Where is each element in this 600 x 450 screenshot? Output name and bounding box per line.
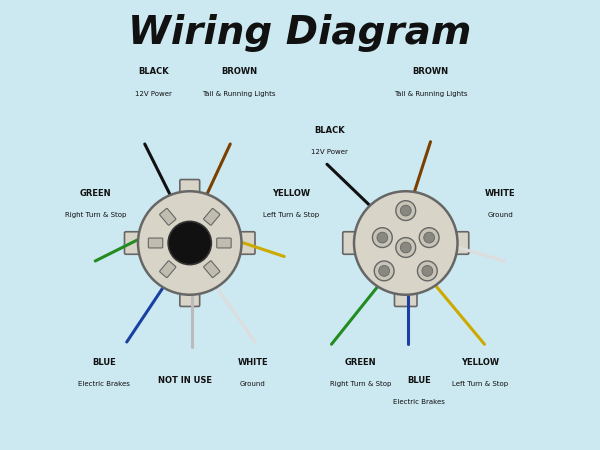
Circle shape [379,266,389,276]
Text: Electric Brakes: Electric Brakes [394,399,445,405]
Text: Left Turn & Stop: Left Turn & Stop [263,212,319,218]
Circle shape [354,191,458,295]
FancyBboxPatch shape [203,208,220,225]
Text: GREEN: GREEN [345,358,377,367]
Text: GREEN: GREEN [79,189,111,198]
Text: Tail & Running Lights: Tail & Running Lights [203,91,276,97]
Text: BLACK: BLACK [139,68,169,76]
FancyBboxPatch shape [148,238,163,248]
Circle shape [396,201,416,220]
Text: Right Turn & Stop: Right Turn & Stop [65,212,126,218]
Circle shape [400,205,411,216]
Text: WHITE: WHITE [238,358,268,367]
Text: Wiring Diagram: Wiring Diagram [128,14,472,51]
Text: Tail & Running Lights: Tail & Running Lights [394,91,467,97]
Circle shape [418,261,437,281]
Circle shape [373,228,392,248]
FancyBboxPatch shape [454,232,469,254]
FancyBboxPatch shape [395,291,417,306]
Circle shape [422,266,433,276]
Text: BLACK: BLACK [314,126,344,135]
Text: Ground: Ground [487,212,513,218]
FancyBboxPatch shape [160,261,176,278]
Text: 12V Power: 12V Power [136,91,172,97]
Text: Left Turn & Stop: Left Turn & Stop [452,381,508,387]
Circle shape [424,232,434,243]
FancyBboxPatch shape [160,208,176,225]
FancyBboxPatch shape [180,291,200,306]
Text: Right Turn & Stop: Right Turn & Stop [330,381,391,387]
Circle shape [138,191,241,295]
Text: NOT IN USE: NOT IN USE [158,376,212,385]
Text: BROWN: BROWN [412,68,449,76]
Text: YELLOW: YELLOW [461,358,499,367]
Circle shape [400,242,411,253]
Text: BLUE: BLUE [407,376,431,385]
FancyBboxPatch shape [125,232,142,254]
Circle shape [168,221,211,265]
FancyBboxPatch shape [217,238,231,248]
FancyBboxPatch shape [238,232,255,254]
Text: Ground: Ground [240,381,266,387]
Text: YELLOW: YELLOW [272,189,310,198]
FancyBboxPatch shape [343,232,358,254]
Text: 12V Power: 12V Power [311,149,347,155]
Text: BLUE: BLUE [92,358,116,367]
Text: WHITE: WHITE [485,189,515,198]
FancyBboxPatch shape [203,261,220,278]
Circle shape [374,261,394,281]
Circle shape [419,228,439,248]
Text: BROWN: BROWN [221,68,257,76]
Circle shape [396,238,416,257]
FancyBboxPatch shape [180,180,200,195]
Circle shape [377,232,388,243]
Text: Electric Brakes: Electric Brakes [79,381,130,387]
